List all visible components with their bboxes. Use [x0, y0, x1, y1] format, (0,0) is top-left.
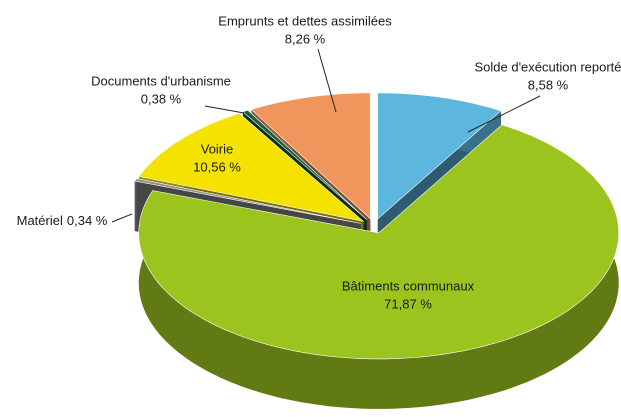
- category-label: Voirie: [201, 141, 234, 156]
- category-label: Documents d'urbanisme: [91, 73, 231, 88]
- labels: Solde d'exécution reporté 8,58 % Bâtiments…: [17, 13, 621, 311]
- value-label: 0,38 %: [141, 91, 182, 106]
- category-label: Matériel: [17, 213, 63, 228]
- leader-line: [111, 213, 133, 223]
- leader-line: [317, 48, 337, 113]
- category-label: Emprunts et dettes assimilées: [218, 13, 392, 28]
- value-label: 71,87 %: [384, 296, 432, 311]
- leader-line: [467, 95, 541, 133]
- slice: [138, 113, 365, 222]
- slice: [134, 178, 361, 224]
- data-label: Matériel 0,34 %: [17, 213, 108, 228]
- value-label: 0,34 %: [67, 213, 108, 228]
- slice: [242, 109, 368, 220]
- slice: [138, 124, 620, 360]
- leader-lines: [111, 48, 541, 223]
- value-label: 10,56 %: [193, 159, 241, 174]
- value-label: 8,58 %: [528, 77, 569, 92]
- leader-line: [204, 105, 245, 114]
- value-label: 8,26 %: [285, 31, 326, 46]
- slice-side: [134, 178, 137, 232]
- pie-tops: [134, 92, 620, 360]
- slice: [250, 92, 371, 220]
- category-label: Solde d'exécution reporté: [474, 59, 621, 74]
- slice: [377, 92, 502, 220]
- category-label: Bâtiments communaux: [342, 278, 475, 293]
